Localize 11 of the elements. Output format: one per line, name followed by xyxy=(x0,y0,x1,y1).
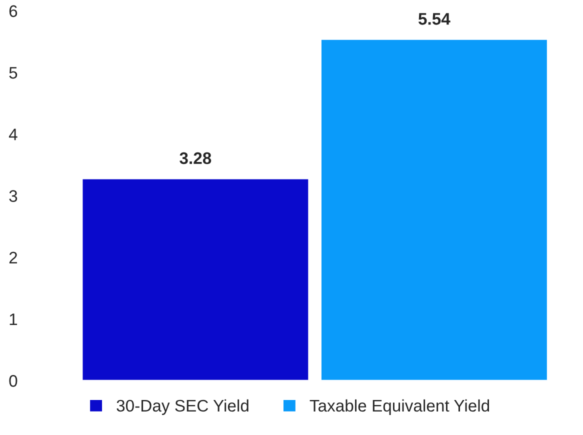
y-tick-label: 3 xyxy=(9,190,18,202)
data-label: 3.28 xyxy=(180,152,212,164)
y-tick-label: 0 xyxy=(9,375,18,387)
y-tick-label: 1 xyxy=(10,314,18,326)
y-tick-label: 4 xyxy=(8,128,18,140)
y-tick-label: 2 xyxy=(9,252,18,264)
y-tick-label: 5 xyxy=(9,67,18,79)
legend-label: 30-Day SEC Yield xyxy=(116,399,248,415)
legend-label: Taxable Equivalent Yield xyxy=(310,399,490,415)
data-label: 5.54 xyxy=(418,13,450,25)
y-tick-label: 6 xyxy=(9,5,18,18)
